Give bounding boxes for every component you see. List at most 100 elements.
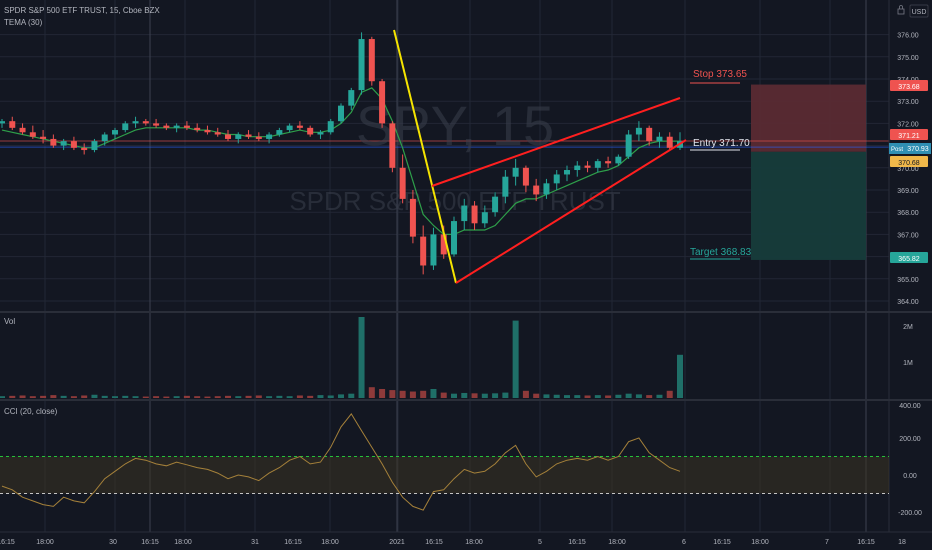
target-label: Target 368.83	[690, 247, 752, 258]
candle-body	[91, 141, 97, 150]
time-tick-label: 30	[109, 539, 117, 546]
volume-bar	[184, 396, 190, 398]
volume-bar	[585, 395, 591, 398]
time-tick-label: 16:15	[284, 539, 302, 546]
price-tick-label: 368.00	[897, 210, 919, 217]
last-price-badge: 371.21	[898, 133, 920, 140]
candle-body	[30, 132, 36, 136]
volume-bar	[133, 396, 139, 398]
candle-body	[451, 221, 457, 254]
volume-bar	[595, 395, 601, 398]
volume-bar	[543, 394, 549, 398]
volume-bar	[81, 395, 87, 398]
candle-body	[585, 166, 591, 168]
candle-body	[400, 168, 406, 199]
candle-body	[338, 106, 344, 122]
candle-body	[297, 126, 303, 128]
volume-bar	[174, 396, 180, 398]
target-price-badge: 365.82	[898, 256, 920, 263]
volume-bar	[338, 394, 344, 398]
volume-bar	[564, 395, 570, 398]
candle-body	[122, 123, 128, 130]
volume-bar	[513, 321, 519, 398]
volume-bar	[163, 397, 169, 398]
stop-loss-zone[interactable]	[751, 85, 866, 152]
time-tick-label: 18:00	[36, 539, 54, 546]
volume-bar	[554, 395, 560, 398]
candle-body	[225, 135, 231, 139]
volume-bar	[297, 395, 303, 398]
candle-body	[410, 199, 416, 237]
volume-bar	[400, 391, 406, 398]
candle-body	[492, 197, 498, 213]
volume-label[interactable]: Vol	[4, 317, 15, 326]
volume-bar	[276, 396, 282, 398]
candle-body	[369, 39, 375, 81]
candle-body	[513, 168, 519, 177]
candle-body	[61, 141, 67, 145]
candle-body	[574, 166, 580, 170]
price-tick-label: 367.00	[897, 232, 919, 239]
post-market-price-badge: 370.93	[907, 146, 929, 153]
volume-bar	[112, 396, 118, 398]
candle-body	[266, 135, 272, 139]
volume-bar	[225, 396, 231, 398]
volume-bar	[328, 395, 334, 398]
time-tick-label: 16:15	[0, 539, 15, 546]
candle-body	[256, 137, 262, 139]
candle-body	[595, 161, 601, 168]
volume-bar	[256, 395, 262, 398]
time-tick-label: 16:15	[857, 539, 875, 546]
volume-tick-label: 2M	[903, 324, 913, 331]
candle-body	[379, 81, 385, 123]
candle-body	[174, 126, 180, 128]
price-tick-label: 364.00	[897, 299, 919, 306]
take-profit-zone[interactable]	[751, 152, 866, 260]
time-tick-label: 31	[251, 539, 259, 546]
candle-body	[389, 123, 395, 167]
volume-bar	[451, 394, 457, 398]
cci-tick-label: -200.00	[898, 510, 922, 517]
volume-bar	[266, 396, 272, 398]
entry-price-badge: 370.68	[898, 160, 920, 167]
time-tick-label: 6	[682, 539, 686, 546]
time-tick-label: 18:00	[174, 539, 192, 546]
time-tick-label: 18:00	[321, 539, 339, 546]
volume-bar	[502, 393, 508, 398]
price-tick-label: 372.00	[897, 121, 919, 128]
volume-bar	[30, 396, 36, 398]
candle-body	[112, 130, 118, 134]
candle-body	[430, 234, 436, 265]
candle-body	[482, 212, 488, 223]
candle-body	[215, 132, 221, 134]
candle-body	[276, 130, 282, 134]
candle-body	[184, 126, 190, 128]
time-tick-label: 16:15	[425, 539, 443, 546]
volume-bar	[71, 396, 77, 398]
volume-bar	[235, 396, 241, 398]
volume-bar	[122, 396, 128, 398]
volume-bar	[143, 397, 149, 398]
volume-bar	[9, 396, 15, 398]
price-tick-label: 376.00	[897, 33, 919, 40]
watermark-symbol: SPY, 15	[356, 94, 554, 157]
candle-body	[20, 128, 26, 132]
indicator-tema-label[interactable]: TEMA (30)	[4, 18, 43, 27]
currency-toggle[interactable]: USD	[910, 5, 928, 17]
volume-bar	[420, 391, 426, 398]
volume-bar	[472, 393, 478, 398]
time-tick-label: 18:00	[465, 539, 483, 546]
volume-bar	[91, 395, 97, 398]
candle-body	[646, 128, 652, 141]
header-symbol[interactable]: SPDR S&P 500 ETF TRUST, 15, Cboe BZX	[4, 6, 160, 15]
cci-tick-label: 0.00	[903, 473, 917, 480]
volume-bar	[656, 395, 662, 398]
cci-label[interactable]: CCI (20, close)	[4, 407, 58, 416]
volume-bar	[0, 396, 5, 398]
volume-bar	[646, 395, 652, 398]
time-tick-label: 18:00	[751, 539, 769, 546]
candle-body	[348, 90, 354, 106]
time-tick-label: 2021	[389, 539, 405, 546]
candle-body	[615, 157, 621, 164]
